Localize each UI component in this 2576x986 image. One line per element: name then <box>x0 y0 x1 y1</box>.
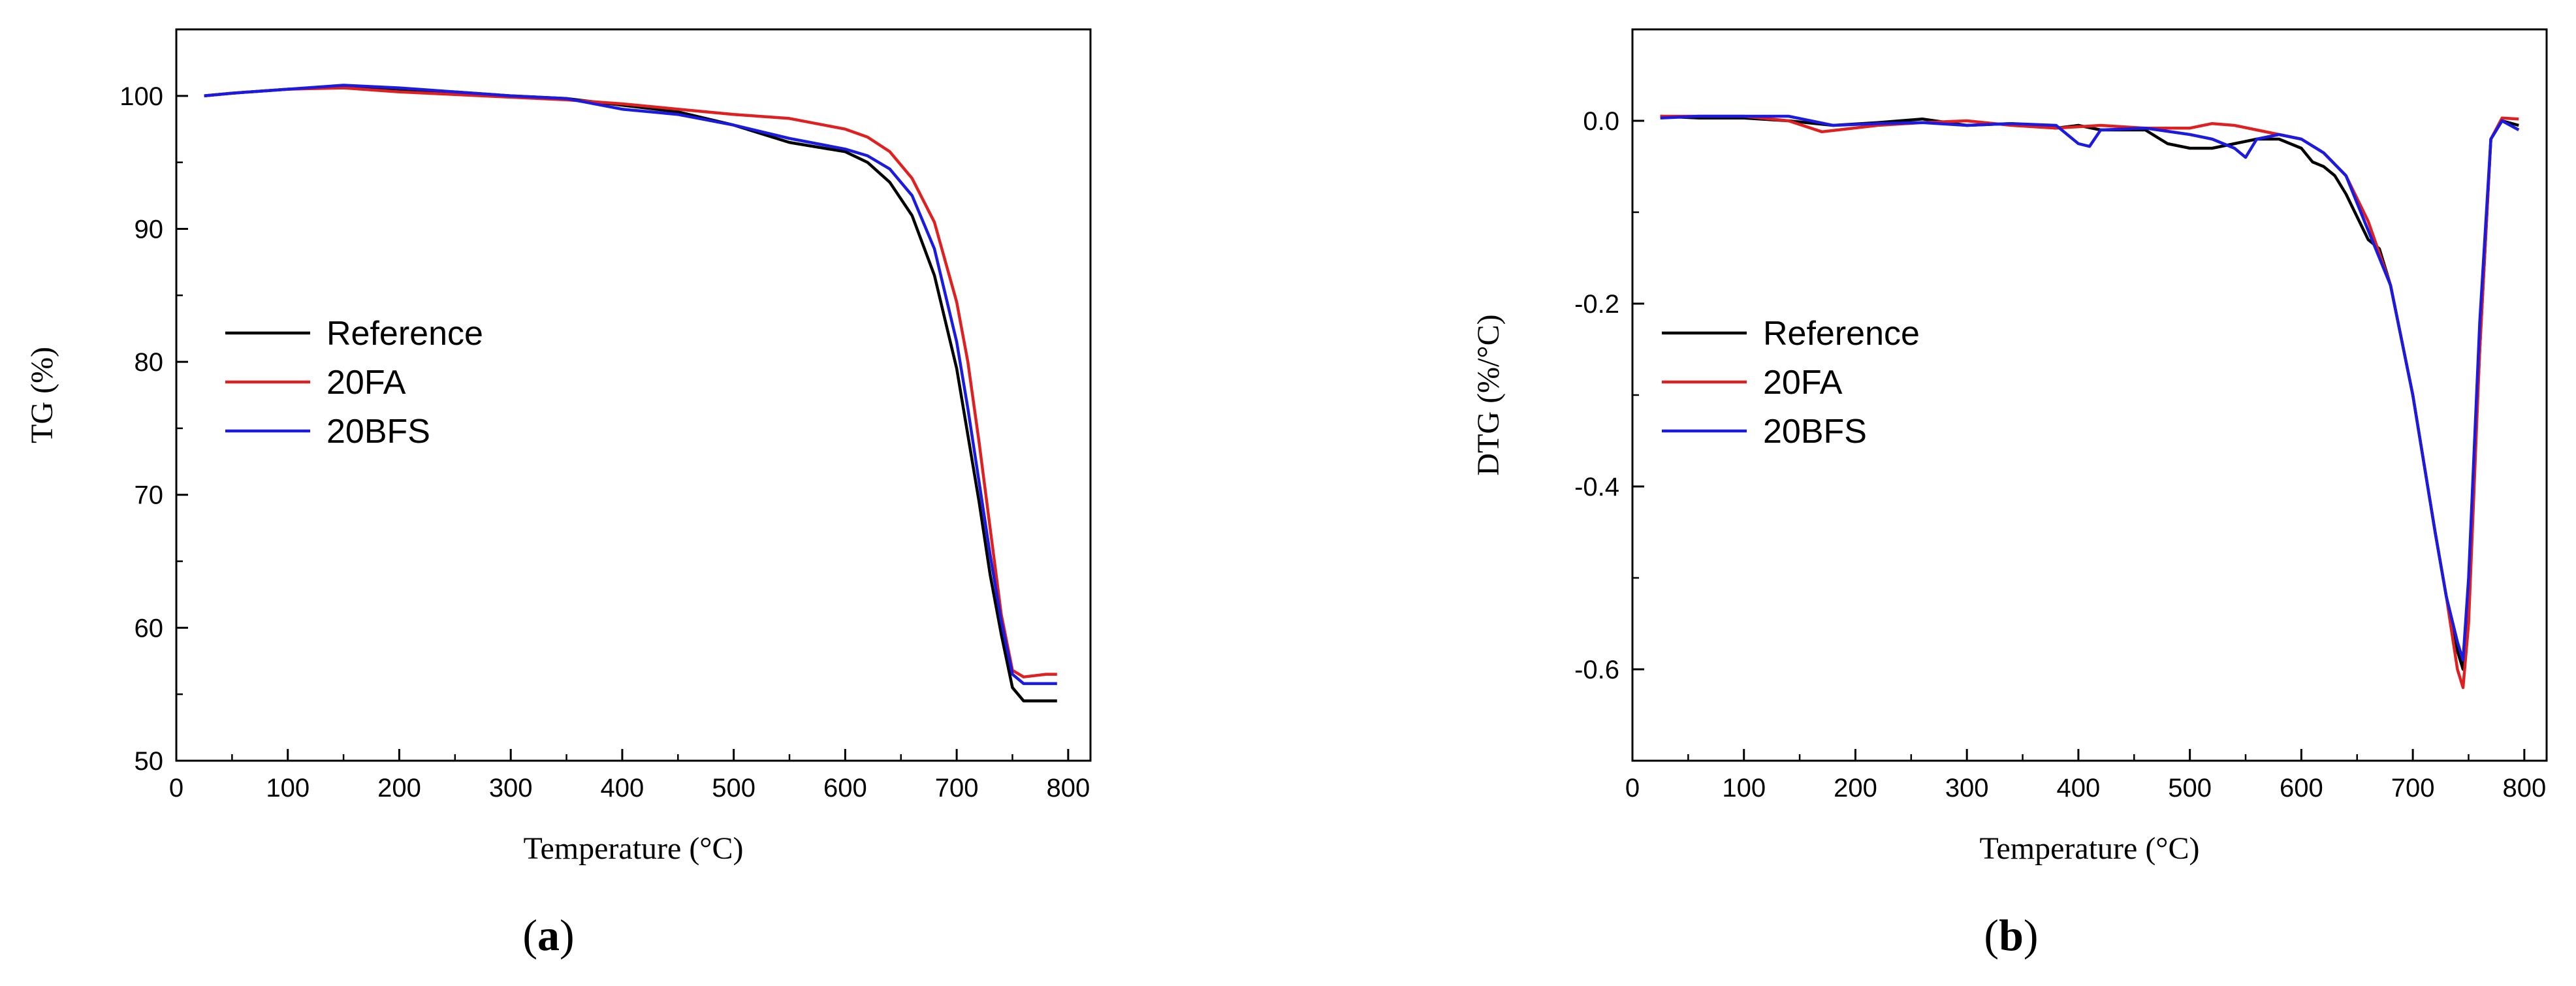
y-axis-label: TG (%) <box>25 347 59 443</box>
x-tick-label: 400 <box>2057 774 2101 803</box>
x-tick-label: 300 <box>489 774 533 803</box>
series-line-reference <box>1660 114 2519 671</box>
y-tick-label: 0.0 <box>1583 107 1619 136</box>
y-tick-label: 80 <box>135 348 164 377</box>
x-tick-label: 600 <box>2280 774 2323 803</box>
legend-label: 20FA <box>326 364 406 402</box>
legend-label: 20BFS <box>1763 413 1867 451</box>
x-tick-label: 400 <box>601 774 644 803</box>
x-tick-label: 100 <box>266 774 310 803</box>
x-tick-label: 500 <box>712 774 755 803</box>
x-tick-label: 500 <box>2168 774 2212 803</box>
y-tick-label: 90 <box>135 215 164 244</box>
x-tick-label: 700 <box>2391 774 2435 803</box>
y-axis-label: DTG (%/°C) <box>1471 314 1506 475</box>
y-tick-label: 60 <box>135 614 164 643</box>
legend-label: 20BFS <box>326 413 430 451</box>
panel-a-chart: 0 100 200 300 400 500 600 700 800 50 60 70 80 90 100 Te… <box>25 28 1092 960</box>
series-line-20bfs <box>1660 114 2520 662</box>
x-tick-label: 200 <box>1834 774 1877 803</box>
panel-label: (b) <box>1984 910 2038 960</box>
x-tick-label: 300 <box>1945 774 1989 803</box>
legend-label: Reference <box>1763 315 1920 353</box>
x-tick-label: 800 <box>2502 774 2546 803</box>
series-line-20fa <box>1660 114 2519 690</box>
x-tick-label: 0 <box>169 774 183 803</box>
x-tick-label: 200 <box>377 774 421 803</box>
y-tick-label: -0.6 <box>1574 656 1619 684</box>
y-tick-label: 100 <box>119 82 163 111</box>
y-tick-label: 50 <box>135 747 164 776</box>
x-tick-label: 600 <box>823 774 867 803</box>
panel-b-chart: 0 100 200 300 400 500 600 700 800 -0.6 -0.4 -0.2 0.0… <box>1471 28 2548 960</box>
y-tick-label: -0.2 <box>1574 290 1619 319</box>
x-axis-label: Temperature (°C) <box>523 831 743 866</box>
x-tick-label: 0 <box>1625 774 1640 803</box>
x-tick-label: 700 <box>935 774 979 803</box>
plot-frame <box>175 28 1092 762</box>
y-tick-label: -0.4 <box>1574 473 1619 501</box>
x-tick-label: 100 <box>1722 774 1766 803</box>
x-tick-label: 800 <box>1046 774 1090 803</box>
legend-label: Reference <box>326 315 483 353</box>
panel-label: (a) <box>522 910 574 960</box>
legend-label: 20FA <box>1763 364 1843 402</box>
x-axis-label: Temperature (°C) <box>1979 831 2199 866</box>
series-line-20bfs <box>204 84 1057 686</box>
y-tick-label: 70 <box>135 481 164 510</box>
